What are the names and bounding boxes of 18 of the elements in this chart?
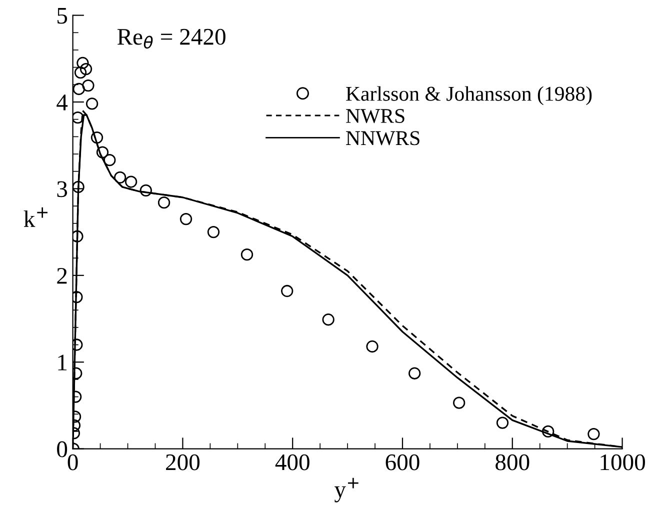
- legend-label: NWRS: [346, 109, 404, 124]
- y-axis-title: k$^{+}$: [24, 207, 48, 227]
- x-tick-label: 1000: [600, 454, 645, 470]
- x-tick-label: 800: [496, 454, 530, 470]
- x-tick-label: 0: [68, 454, 78, 470]
- legend-label: NNWRS: [346, 131, 420, 146]
- legend-label: Karlsson & Johansson (1988): [346, 86, 592, 106]
- y-tick-label: 2: [57, 268, 67, 284]
- x-tick-label: 200: [166, 454, 200, 470]
- y-tick-label: 1: [58, 354, 67, 370]
- y-tick-label: 4: [56, 94, 68, 110]
- y-tick-label: 0: [57, 441, 68, 458]
- x-tick-label: 400: [275, 454, 310, 470]
- y-tick-label: 3: [57, 181, 68, 198]
- x-tick-label: 600: [386, 454, 420, 470]
- x-axis-title: y$^{+}$: [334, 478, 358, 502]
- annotation: Re$_{θ}$ = 2420: [117, 28, 226, 49]
- y-tick-label: 5: [58, 8, 68, 24]
